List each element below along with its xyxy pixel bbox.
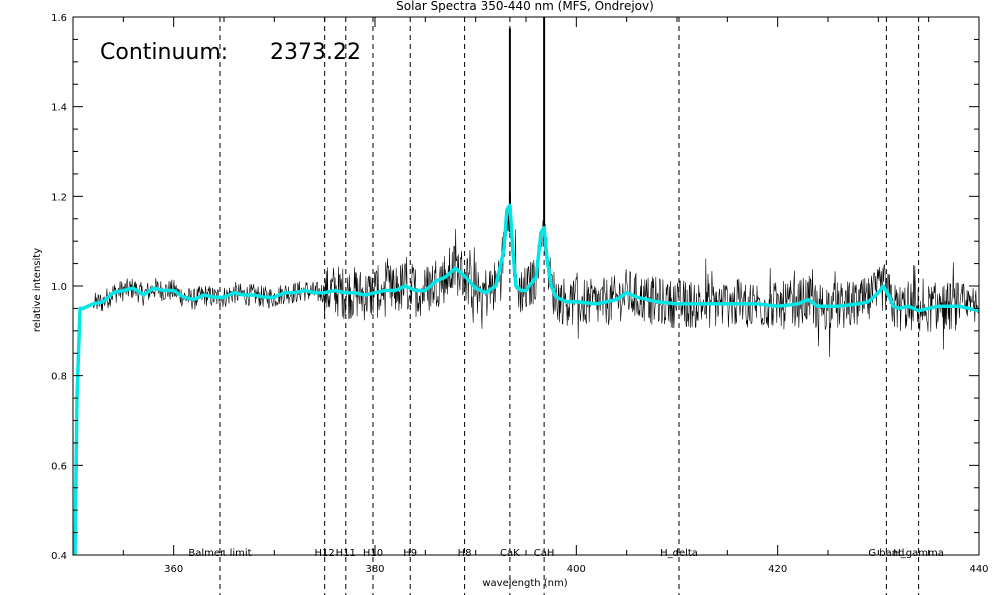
x-axis-title: wavelength (nm)	[482, 578, 567, 589]
reference-line-label: H_gamma	[893, 548, 944, 559]
reference-line-label: Balmer. limit	[188, 548, 251, 559]
y-tick-label: 1.4	[51, 103, 67, 114]
x-tick-label: 380	[365, 564, 384, 575]
y-tick-label: 0.6	[51, 461, 67, 472]
y-tick-label: 1.0	[51, 282, 67, 293]
reference-lines: Balmer. limit H12 H11 H10 H9 H8 CaK CaH H_delta G…	[188, 17, 944, 595]
x-tick-label: 400	[567, 564, 586, 575]
reference-line-label: H8	[458, 548, 472, 559]
continuum-label: Continuum:	[100, 40, 228, 65]
reference-line-label: G band	[868, 548, 904, 559]
y-tick-label: 1.2	[51, 192, 67, 203]
x-tick-label: 420	[768, 564, 787, 575]
reference-line-label: H10	[363, 548, 383, 559]
chart-text: Solar Spectra 350-440 nm (MFS, Ondrejov)…	[32, 0, 654, 589]
y-tick-label: 1.6	[51, 13, 67, 24]
reference-line-label: H11	[336, 548, 356, 559]
chart-title: Solar Spectra 350-440 nm (MFS, Ondrejov)	[396, 0, 654, 13]
y-tick-label: 0.4	[51, 551, 67, 562]
plot-frame: 360 380 400 420 440 0.4 0.6 0.8 1.0 1.2 1.4 1.6	[51, 13, 988, 575]
raw-spectrum-path	[75, 193, 979, 516]
smoothed-spectrum-series	[73, 203, 980, 556]
cyan-series-line	[73, 203, 980, 556]
reference-line-label: H9	[403, 548, 417, 559]
reference-line-label: CaK	[500, 548, 520, 559]
reference-line-label: CaH	[534, 548, 555, 559]
x-tick-label: 440	[969, 564, 988, 575]
reference-line-label: H_delta	[660, 548, 698, 559]
y-tick-label: 0.8	[51, 372, 67, 383]
y-axis-title: relative intensity	[32, 248, 43, 332]
continuum-value: 2373.22	[270, 40, 361, 65]
x-tick-label: 360	[164, 564, 183, 575]
raw-spectrum-trace	[75, 17, 979, 516]
